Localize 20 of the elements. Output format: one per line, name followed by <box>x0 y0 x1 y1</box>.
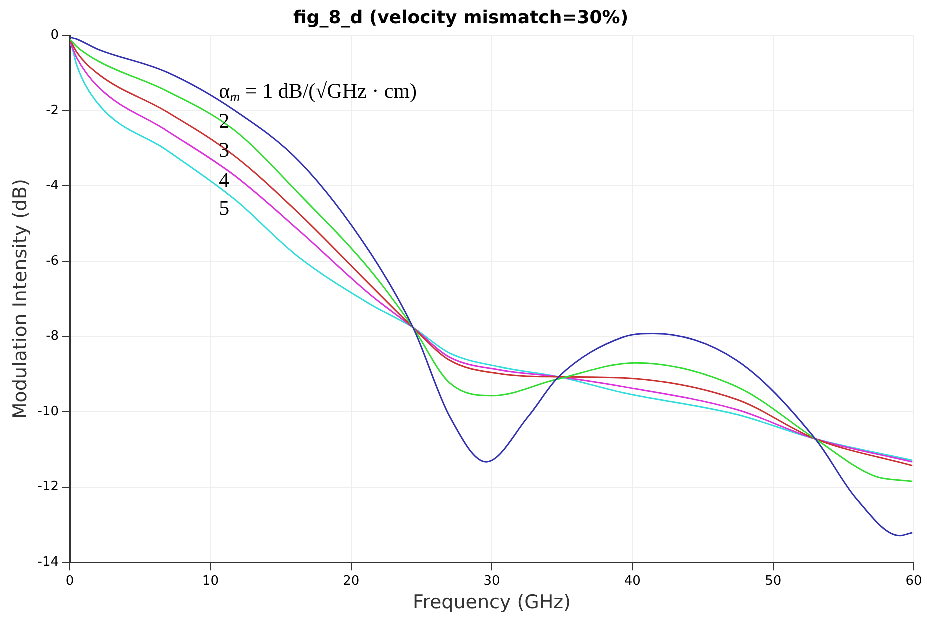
x-tick-label: 0 <box>66 574 74 589</box>
y-tick-label: -12 <box>38 480 60 495</box>
y-axis-title: Modulation Intensity (dB) <box>9 179 32 420</box>
x-axis-title: Frequency (GHz) <box>413 592 572 614</box>
series-label: 5 <box>219 196 230 220</box>
x-tick-label: 20 <box>343 574 360 589</box>
x-tick-label: 40 <box>624 574 641 589</box>
y-tick-label: -8 <box>46 329 60 344</box>
x-tick-label: 10 <box>202 574 219 589</box>
y-tick-label: -2 <box>46 103 60 118</box>
x-tick-label: 50 <box>765 574 782 589</box>
y-tick-label: -4 <box>46 178 60 194</box>
y-tick-label: -14 <box>38 554 60 570</box>
chart-title: fig_8_d (velocity mismatch=30%) <box>293 7 629 28</box>
y-tick-label: -6 <box>46 254 60 269</box>
y-tick-label: 0 <box>50 28 60 43</box>
x-tick-label: 60 <box>906 574 922 589</box>
y-tick-label: -10 <box>38 404 60 420</box>
x-tick-label: 30 <box>484 574 500 589</box>
series-label: 4 <box>219 168 230 192</box>
